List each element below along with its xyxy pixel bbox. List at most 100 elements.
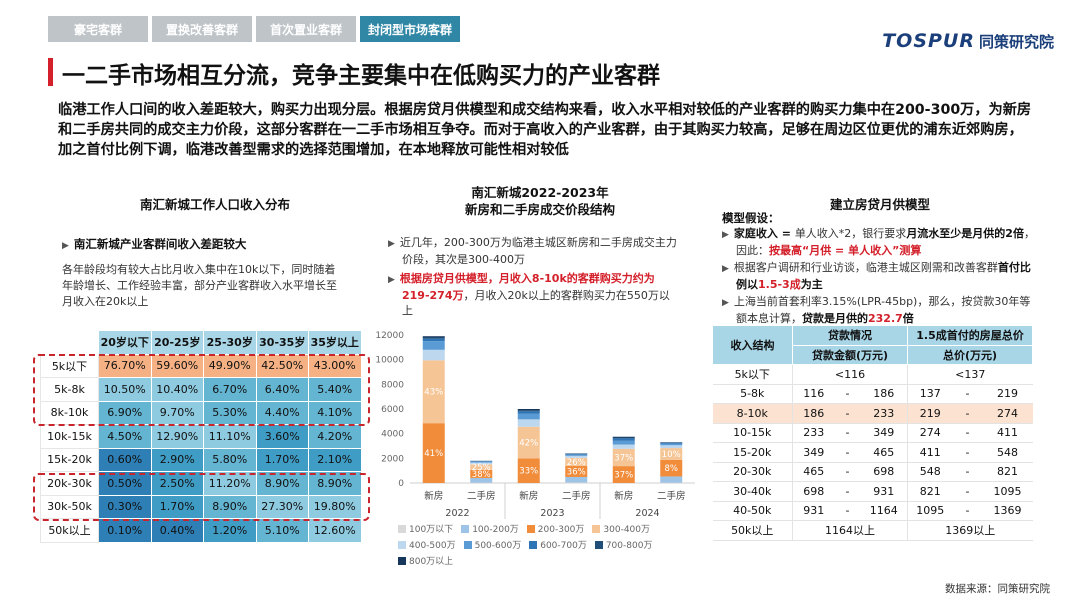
table-row: 30-40k 698-931 821-1095 [712, 481, 1033, 502]
bar-segment [470, 464, 493, 470]
range-dash: - [952, 442, 983, 463]
table-row: 15-20k 349-465 411-548 [712, 442, 1033, 463]
row-header: 50k以上 [40, 518, 99, 543]
bar-segment [565, 454, 588, 456]
range-dash: - [834, 384, 861, 404]
table-cell: 4.10% [308, 400, 362, 425]
bar-segment [660, 476, 683, 483]
table-cell: 0.50% [98, 471, 152, 496]
bar-segment [422, 360, 445, 424]
legend-item: 800万以上 [398, 554, 453, 567]
table-cell: 12.90% [150, 424, 204, 449]
row-header: 40-50k [712, 501, 793, 521]
table-cell: 3.60% [255, 424, 309, 449]
table-cell: 5.10% [255, 518, 309, 543]
left-description: 各年龄段均有较大占比月收入集中在10k以下，同时随着年龄增长、工作经验丰富，部分… [62, 263, 337, 308]
legend-label: 700-800万 [605, 541, 653, 551]
legend-item: 200-300万 [526, 522, 584, 535]
data-label: 41% [424, 449, 443, 459]
range-dash: - [834, 501, 861, 521]
tab-closed-market[interactable]: 封闭型市场客群 [360, 16, 460, 42]
table-cell: 1.70% [255, 447, 309, 472]
bar-segment [470, 461, 493, 463]
table-row: 5-8k 116-186 137-219 [712, 384, 1033, 404]
bar-segment [422, 341, 445, 350]
row-header: 15k-20k [40, 447, 99, 472]
group-label: 2024 [635, 508, 659, 519]
legend-swatch [529, 540, 538, 549]
row-header: 50k以上 [712, 520, 793, 541]
table-cell: 27.30% [255, 494, 309, 519]
table-cell: 10.50% [98, 377, 152, 402]
bar-segment [422, 337, 445, 339]
bar-segment [565, 457, 588, 466]
bar-segment [612, 438, 635, 441]
left-bullet-text: 南汇新城产业客群间收入差距较大 [73, 237, 247, 251]
x-tick-label: 新房 [424, 490, 443, 502]
data-label: 25% [472, 463, 491, 473]
chart-legend: 100万以下 100-200万 200-300万 300-400万 400-500万 50… [398, 522, 688, 567]
range-dash: - [834, 462, 861, 482]
column-header: 25-30岁 [203, 330, 257, 355]
table-cell: 12.60% [308, 518, 362, 543]
y-tick-label: 2000 [381, 454, 404, 464]
loan-amount: <116 [792, 364, 908, 385]
legend-item: 700-800万 [594, 538, 653, 551]
column-header: 35岁以上 [308, 330, 362, 355]
legend-label: 500-600万 [474, 541, 522, 551]
price-min: 1095 [907, 501, 953, 521]
triangle-bullet-icon: ▶ [722, 264, 729, 274]
loan-max: 186 [860, 384, 908, 404]
legend-swatch [526, 524, 535, 533]
column-header: 20-25岁 [150, 330, 204, 355]
row-header: 8-10k [712, 403, 793, 424]
middle-heading: 南汇新城2022-2023年 新房和二手房成交价段结构 [420, 184, 660, 218]
table-cell: 4.50% [98, 424, 152, 449]
table-cell: 11.10% [203, 424, 257, 449]
right-bullet-3: ▶ 上海当前首套利率3.15%(LPR-45bp)，那么，按贷款30年等额本息计算… [722, 295, 1031, 325]
group-label: 2023 [540, 508, 564, 519]
y-tick-label: 8000 [381, 380, 404, 390]
range-dash: - [952, 481, 983, 502]
bar-segment [422, 336, 445, 338]
table-cell: 2.90% [150, 447, 204, 472]
column-subheader: 贷款金额(万元) [792, 344, 908, 365]
data-label: 10% [662, 450, 681, 460]
row-header: 5-8k [712, 384, 793, 404]
table-cell: 0.10% [98, 518, 152, 543]
loan-min: 349 [792, 442, 835, 463]
bar-segment [660, 445, 683, 449]
price-max: 548 [982, 442, 1033, 463]
house-price: 1369以上 [907, 520, 1033, 541]
legend-item: 100-200万 [461, 522, 519, 535]
range-dash: - [952, 462, 983, 482]
price-max: 1095 [982, 481, 1033, 502]
range-dash: - [834, 423, 861, 443]
middle-bullet-2: ▶ 根据房贷月供模型，月收入8-10k的客群购买力约为219-274万，月收入20… [388, 272, 670, 317]
house-price: <137 [907, 364, 1033, 385]
x-tick-label: 二手房 [467, 490, 496, 502]
tab-upgrade[interactable]: 置换改善客群 [152, 16, 252, 42]
row-header: 5k-8k [40, 377, 99, 402]
x-tick-label: 二手房 [562, 490, 591, 502]
price-max: 1369 [982, 501, 1033, 521]
y-tick-label: 10000 [375, 356, 404, 366]
table-row: 5k以下 76.70% 59.60% 49.90% 42.50% 43.00% [40, 353, 362, 378]
table-row: 15k-20k 0.60% 2.90% 5.80% 1.70% 2.10% [40, 447, 362, 472]
y-tick-label: 12000 [375, 331, 404, 341]
tab-first-home[interactable]: 首次置业客群 [256, 16, 356, 42]
row-header: 5k以下 [712, 364, 793, 385]
logo-text: 同策研究院 [978, 32, 1054, 51]
table-row: 5k以下 <116 <137 [712, 364, 1033, 385]
table-row: 5k-8k 10.50% 10.40% 6.70% 6.40% 5.40% [40, 377, 362, 402]
bar-segment [565, 476, 588, 483]
legend-label: 100万以下 [409, 525, 454, 535]
table-cell: 1.70% [150, 494, 204, 519]
bar-segment [612, 437, 635, 439]
row-header: 20k-30k [40, 471, 99, 496]
bar-segment [612, 444, 635, 449]
bar-segment [565, 455, 588, 458]
logo: TOSPUR 同策研究院 [882, 30, 1054, 52]
tab-luxury[interactable]: 豪宅客群 [48, 16, 148, 42]
legend-item: 400-500万 [398, 538, 456, 551]
